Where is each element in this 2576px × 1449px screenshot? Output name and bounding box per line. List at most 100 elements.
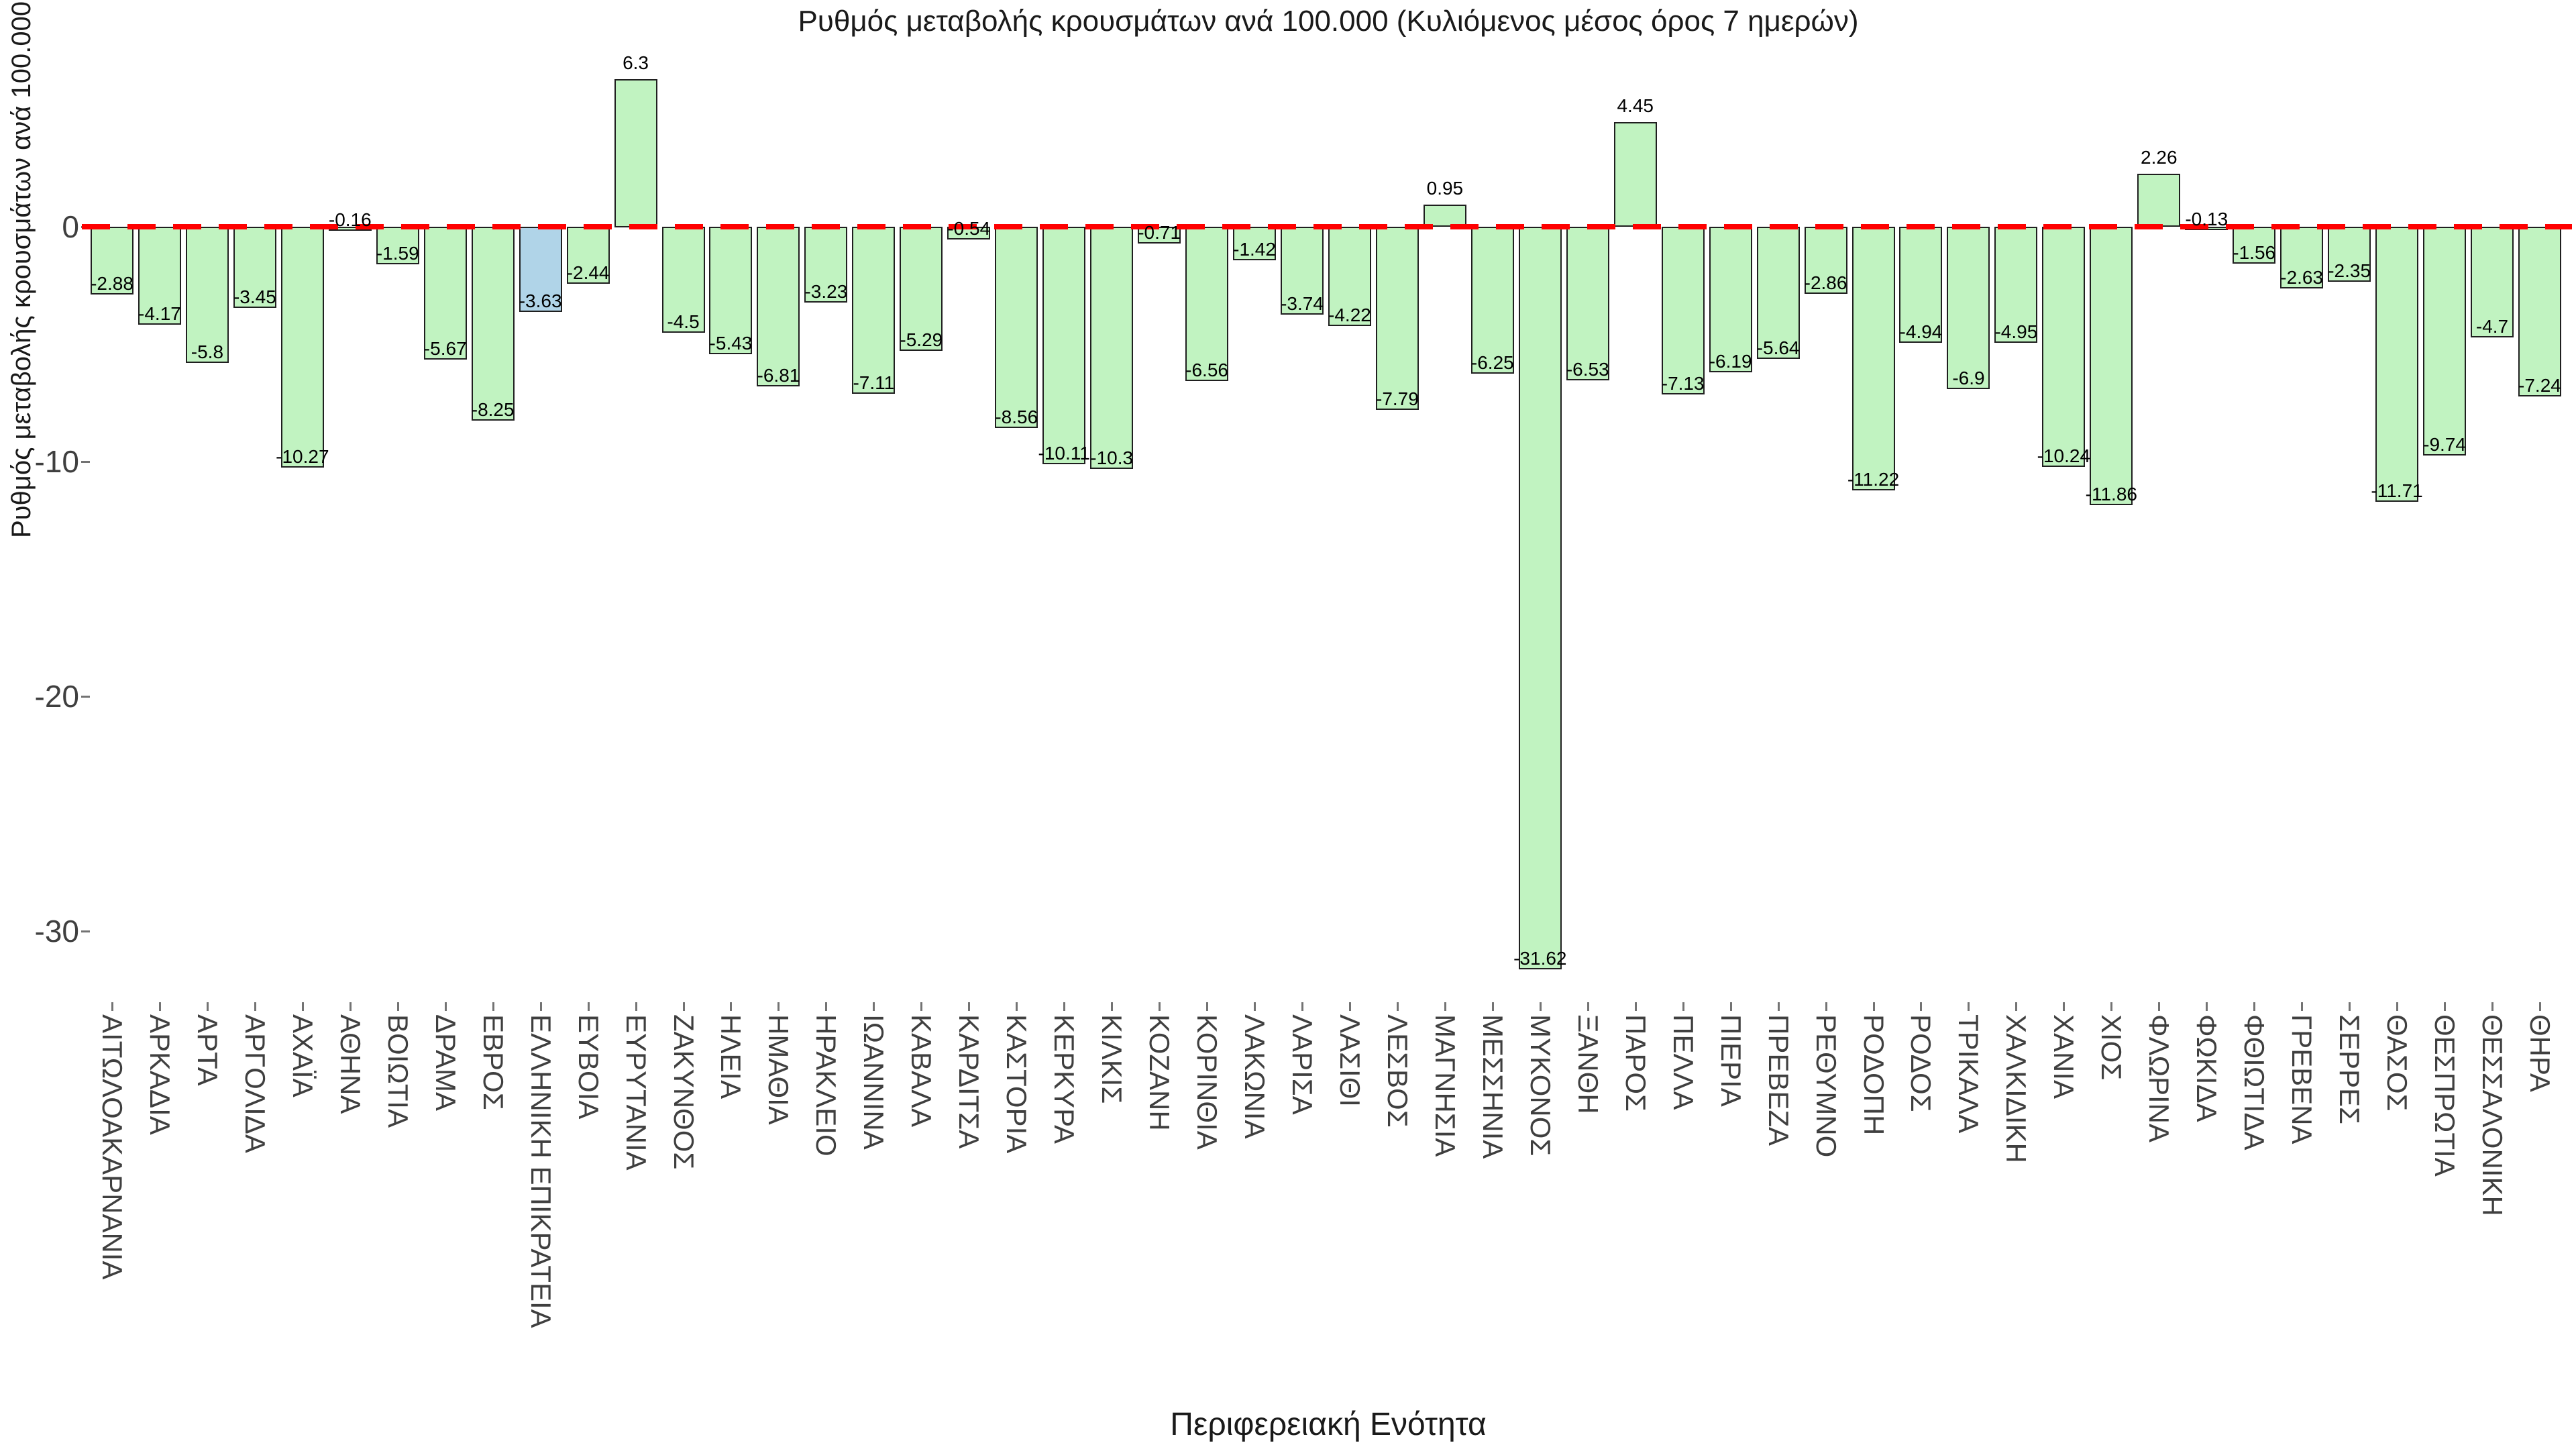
bar bbox=[1328, 227, 1371, 326]
x-tick-mark bbox=[968, 1002, 970, 1011]
category-label: ΑΧΑΪΑ bbox=[287, 1014, 319, 1097]
category-label: ΛΑΡΙΣΑ bbox=[1287, 1014, 1318, 1115]
x-tick-mark bbox=[2491, 1002, 2493, 1011]
category-label: ΡΕΘΥΜΝΟ bbox=[1811, 1014, 1842, 1158]
bar bbox=[900, 227, 943, 351]
x-tick-mark bbox=[1159, 1002, 1161, 1011]
x-tick-mark bbox=[1016, 1002, 1018, 1011]
bar-value-label: -1.59 bbox=[376, 243, 419, 264]
category-label: ΑΡΚΑΔΙΑ bbox=[144, 1014, 176, 1135]
category-label: ΧΙΟΣ bbox=[2096, 1014, 2127, 1081]
x-tick-mark bbox=[350, 1002, 352, 1011]
x-tick-mark bbox=[588, 1002, 590, 1011]
bar bbox=[1042, 227, 1085, 464]
category-label: ΜΕΣΣΗΝΙΑ bbox=[1477, 1014, 1509, 1159]
x-tick-mark bbox=[1540, 1002, 1542, 1011]
bar bbox=[281, 227, 324, 468]
bar-value-label: -10.3 bbox=[1090, 447, 1134, 468]
x-tick-mark bbox=[1492, 1002, 1494, 1011]
x-tick-mark bbox=[2063, 1002, 2065, 1011]
x-tick-mark bbox=[2158, 1002, 2160, 1011]
bar-value-label: -2.35 bbox=[2328, 260, 2371, 281]
bar bbox=[1185, 227, 1228, 381]
bar bbox=[757, 227, 800, 386]
category-label: ΗΜΑΘΙΑ bbox=[763, 1014, 794, 1125]
x-tick-mark bbox=[1206, 1002, 1208, 1011]
category-label: ΠΡΕΒΕΖΑ bbox=[1763, 1014, 1794, 1146]
bar bbox=[233, 227, 276, 308]
category-label: ΠΑΡΟΣ bbox=[1620, 1014, 1652, 1112]
x-tick-mark bbox=[1587, 1002, 1589, 1011]
bar bbox=[138, 227, 181, 325]
x-tick-mark bbox=[1111, 1002, 1113, 1011]
bar bbox=[2090, 227, 2133, 505]
bar bbox=[1138, 227, 1181, 244]
category-label: ΠΕΛΛΑ bbox=[1668, 1014, 1699, 1110]
bar-value-label: -0.71 bbox=[1138, 222, 1181, 243]
bar-value-label: -11.71 bbox=[2371, 480, 2423, 501]
y-tick-mark bbox=[81, 696, 90, 698]
bar bbox=[709, 227, 752, 354]
bar bbox=[2518, 227, 2561, 396]
bar-value-label: -5.43 bbox=[709, 333, 753, 354]
bar-value-label: -6.81 bbox=[757, 365, 800, 386]
x-tick-mark bbox=[2396, 1002, 2398, 1011]
bar-value-label: -2.63 bbox=[2280, 267, 2324, 288]
x-tick-mark bbox=[207, 1002, 209, 1011]
x-tick-mark bbox=[873, 1002, 875, 1011]
category-label: ΚΑΣΤΟΡΙΑ bbox=[1001, 1014, 1032, 1154]
bar bbox=[424, 227, 467, 360]
bar bbox=[1566, 227, 1609, 380]
y-tick-mark bbox=[81, 461, 90, 463]
bar-value-label: -0.16 bbox=[328, 209, 372, 230]
x-tick-mark bbox=[159, 1002, 161, 1011]
category-label: ΙΩΑΝΝΙΝΑ bbox=[858, 1014, 890, 1150]
bar bbox=[2042, 227, 2085, 467]
category-label: ΡΟΔΟΣ bbox=[1905, 1014, 1937, 1112]
category-label: ΑΡΤΑ bbox=[192, 1014, 223, 1086]
bar bbox=[1614, 122, 1657, 227]
bar bbox=[852, 227, 895, 394]
category-label: ΘΑΣΟΣ bbox=[2381, 1014, 2413, 1112]
bar-value-label: -1.42 bbox=[1233, 239, 1276, 260]
x-tick-mark bbox=[2301, 1002, 2303, 1011]
bar-value-label: 0.95 bbox=[1426, 178, 1464, 199]
y-tick-label: -30 bbox=[34, 914, 79, 949]
y-tick-mark bbox=[81, 930, 90, 932]
bar bbox=[2328, 227, 2371, 282]
bar-value-label: 2.26 bbox=[2141, 147, 2178, 168]
bar bbox=[1281, 227, 1324, 315]
bar-value-label: -3.63 bbox=[519, 290, 562, 311]
category-label: ΑΙΤΩΛΟΑΚΑΡΝΑΝΙΑ bbox=[97, 1014, 128, 1280]
category-label: ΛΑΣΙΘΙ bbox=[1334, 1014, 1366, 1108]
bar bbox=[2280, 227, 2323, 288]
category-label: ΘΕΣΣΑΛΟΝΙΚΗ bbox=[2477, 1014, 2508, 1216]
x-tick-mark bbox=[2015, 1002, 2017, 1011]
x-tick-mark bbox=[1397, 1002, 1399, 1011]
x-tick-mark bbox=[1301, 1002, 1303, 1011]
x-tick-mark bbox=[825, 1002, 827, 1011]
bar-value-label: -9.74 bbox=[2423, 434, 2466, 455]
bar bbox=[1852, 227, 1895, 490]
bar-value-label: -4.94 bbox=[1899, 321, 1943, 342]
bar-value-label: -10.11 bbox=[1038, 443, 1090, 464]
x-tick-mark bbox=[540, 1002, 542, 1011]
bar-value-label: -4.7 bbox=[2475, 316, 2509, 337]
bar-value-label: -4.22 bbox=[1328, 305, 1371, 325]
chart-title: Ρυθμός μεταβολής κρουσμάτων ανά 100.000 … bbox=[798, 5, 1859, 38]
category-label: ΖΑΚΥΝΘΟΣ bbox=[668, 1014, 700, 1170]
bar-value-label: -2.44 bbox=[566, 262, 610, 283]
bar-value-label: -6.56 bbox=[1185, 360, 1228, 380]
bar-value-label: -11.86 bbox=[2085, 484, 2137, 504]
x-tick-mark bbox=[920, 1002, 922, 1011]
category-label: ΜΑΓΝΗΣΙΑ bbox=[1430, 1014, 1461, 1157]
bar-value-label: -7.79 bbox=[1375, 388, 1419, 409]
x-tick-mark bbox=[302, 1002, 304, 1011]
y-axis-label: Ρυθμός μεταβολής κρουσμάτων ανά 100.000 … bbox=[7, 0, 36, 538]
x-tick-mark bbox=[2349, 1002, 2351, 1011]
category-label: ΑΡΓΟΛΙΔΑ bbox=[239, 1014, 271, 1153]
bar-value-label: 6.3 bbox=[623, 52, 649, 73]
bar-value-label: -3.74 bbox=[1281, 293, 1324, 314]
bar-value-label: -6.19 bbox=[1709, 351, 1752, 372]
category-label: ΦΛΩΡΙΝΑ bbox=[2143, 1014, 2175, 1142]
